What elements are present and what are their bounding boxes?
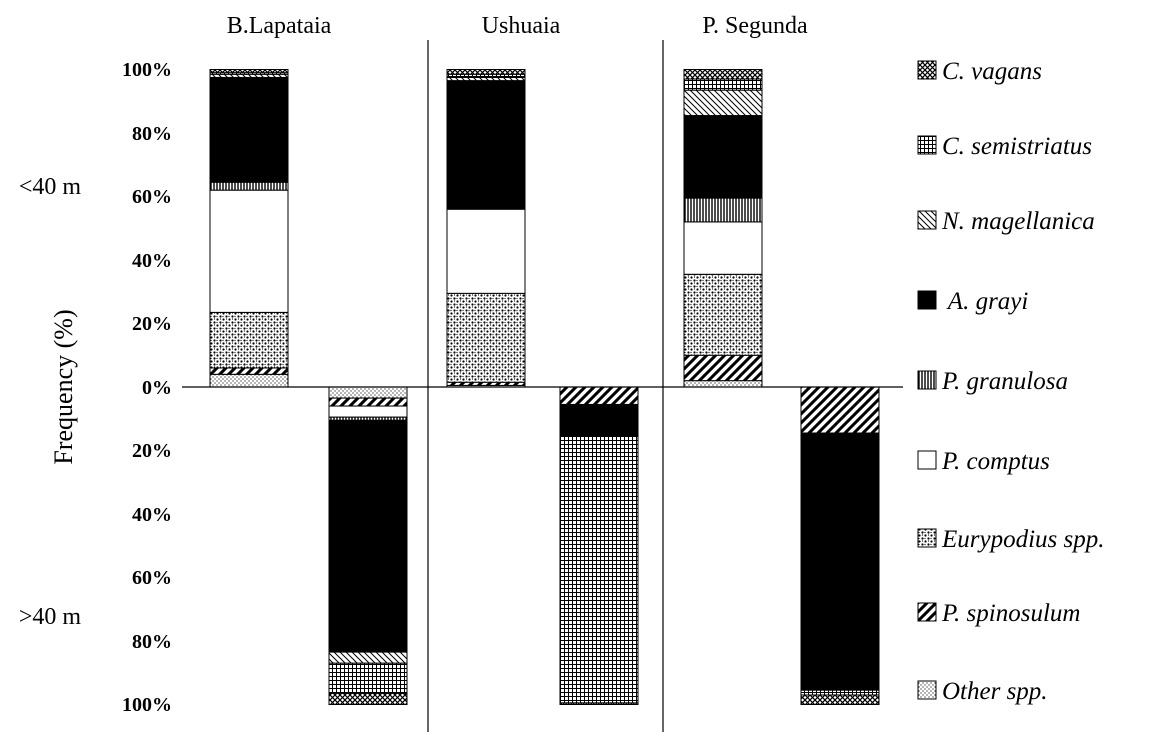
bar-segment-upper-b-lapataia-other xyxy=(209,373,289,388)
depth-label-upper: <40 m xyxy=(19,174,82,200)
legend-swatch-pspinosulum xyxy=(917,602,937,622)
legend-swatch-cvagans xyxy=(917,60,937,80)
legend-label-other: Other spp. xyxy=(942,678,1048,705)
legend-swatch-pgranulosa xyxy=(917,370,937,390)
y-tick-label: 0% xyxy=(142,377,172,399)
bar-segment-lower-ushuaia-pspinosulum xyxy=(559,386,639,405)
bar-segment-upper-b-lapataia-pcomptus xyxy=(209,189,289,313)
y-axis-title: Frequency (%) xyxy=(49,309,78,464)
bar-segment-lower-b-lapataia-nmagellanica xyxy=(328,651,408,664)
bar-segment-upper-ushuaia-pcomptus xyxy=(446,208,526,294)
bar-segment-upper-p-segunda-pgranulosa xyxy=(683,197,763,223)
y-tick-label: 100% xyxy=(122,694,172,716)
site-label-b-lapataia: B.Lapataia xyxy=(227,13,332,39)
y-tick-label: 60% xyxy=(132,186,172,208)
bar-segment-lower-ushuaia-cvagans xyxy=(559,702,639,705)
bar-segment-upper-b-lapataia-agrayi xyxy=(209,76,289,183)
depth-label-lower: >40 m xyxy=(19,604,82,630)
bar-segment-upper-p-segunda-cvagans xyxy=(683,69,763,80)
legend-label-pspinosulum: P. spinosulum xyxy=(941,600,1080,627)
legend: C. vagans C. semistriatus N. magellanica A… xyxy=(917,58,1105,705)
legend-swatch-eurypodius xyxy=(917,528,937,548)
legend-label-csemistriatus: C. semistriatus xyxy=(942,133,1092,160)
bar-segment-lower-p-segunda-csemistriatus xyxy=(800,689,880,696)
y-ticks-lower: 20% 40% 60% 80% 100% xyxy=(122,440,172,716)
legend-label-pcomptus: P. comptus xyxy=(941,448,1050,475)
legend-label-cvagans: C. vagans xyxy=(942,58,1042,85)
y-tick-label: 20% xyxy=(132,440,172,462)
bar-segment-lower-b-lapataia-agrayi xyxy=(328,419,408,653)
y-tick-label: 80% xyxy=(132,631,172,653)
bar-segment-lower-p-segunda-agrayi xyxy=(800,432,880,691)
bar-segment-lower-p-segunda-pspinosulum xyxy=(800,386,880,434)
bar-segment-lower-b-lapataia-pcomptus xyxy=(328,405,408,418)
bar-segment-lower-b-lapataia-pspinosulum xyxy=(328,397,408,407)
legend-label-nmagellanica: N. magellanica xyxy=(941,208,1095,235)
bar-segment-lower-ushuaia-agrayi xyxy=(559,403,639,437)
y-tick-label: 40% xyxy=(132,504,172,526)
bar-segment-upper-b-lapataia-pgranulosa xyxy=(209,181,289,191)
bar-segment-lower-b-lapataia-cvagans xyxy=(328,692,408,706)
y-tick-label: 100% xyxy=(122,59,172,81)
bar-segment-upper-ushuaia-cvagans xyxy=(446,69,526,75)
legend-label-eurypodius: Eurypodius spp. xyxy=(941,526,1105,553)
y-tick-label: 60% xyxy=(132,567,172,589)
y-ticks-upper: 0% 20% 40% 60% 80% 100% xyxy=(122,59,172,399)
legend-swatch-agrayi xyxy=(917,290,937,310)
bar-segment-upper-p-segunda-other xyxy=(683,380,763,388)
bar-segment-upper-p-segunda-csemistriatus xyxy=(683,78,763,91)
bar-segment-lower-ushuaia-csemistriatus xyxy=(559,435,639,704)
legend-swatch-csemistriatus xyxy=(917,135,937,155)
bar-segment-upper-ushuaia-eurypodius xyxy=(446,292,526,383)
bar-segment-upper-p-segunda-pcomptus xyxy=(683,221,763,275)
bar-segment-upper-p-segunda-pspinosulum xyxy=(683,354,763,382)
y-tick-label: 80% xyxy=(132,123,172,145)
bar-segment-upper-ushuaia-agrayi xyxy=(446,80,526,210)
legend-swatch-nmagellanica xyxy=(917,210,937,230)
legend-label-agrayi: A. grayi xyxy=(942,288,1028,315)
legend-swatch-other xyxy=(917,680,937,700)
bar-segment-upper-b-lapataia-pspinosulum xyxy=(209,367,289,375)
bar-segment-upper-b-lapataia-eurypodius xyxy=(209,311,289,369)
bar-segment-upper-p-segunda-agrayi xyxy=(683,115,763,199)
bar-segment-upper-p-segunda-eurypodius xyxy=(683,273,763,356)
y-tick-label: 20% xyxy=(132,313,172,335)
bar-segment-upper-b-lapataia-cvagans xyxy=(209,69,289,74)
y-tick-label: 40% xyxy=(132,250,172,272)
bar-segment-upper-p-segunda-nmagellanica xyxy=(683,89,763,117)
bar-segment-lower-b-lapataia-csemistriatus xyxy=(328,662,408,694)
legend-label-pgranulosa: P. granulosa xyxy=(941,368,1068,395)
bar-segment-lower-b-lapataia-other xyxy=(328,386,408,399)
bar-segment-lower-p-segunda-cvagans xyxy=(800,694,880,705)
site-label-p-segunda: P. Segunda xyxy=(702,13,808,39)
legend-swatch-pcomptus xyxy=(917,450,937,470)
site-label-ushuaia: Ushuaia xyxy=(482,13,561,39)
bars-layer xyxy=(209,69,880,706)
